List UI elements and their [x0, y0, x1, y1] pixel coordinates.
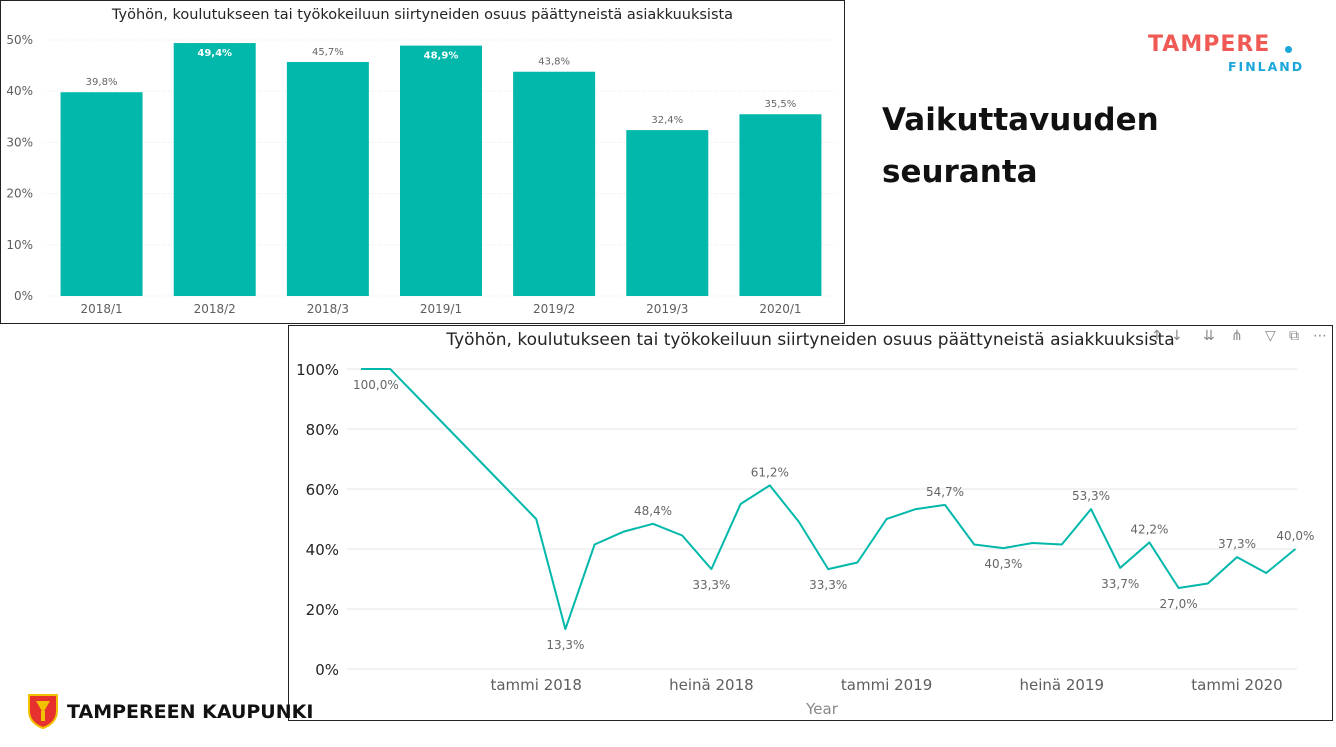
line-x-tick-label: heinä 2019: [1020, 676, 1105, 694]
line-data-label: 37,3%: [1218, 537, 1256, 551]
line-data-label: 33,3%: [809, 578, 847, 592]
logo-dot-icon: [1285, 46, 1292, 53]
bar-x-tick-label: 2019/3: [646, 302, 688, 316]
line-x-axis-title: Year: [805, 700, 839, 718]
bar-chart-title: Työhön, koulutukseen tai työkokeiluun si…: [111, 7, 734, 23]
line-series: [361, 368, 1297, 631]
bar-data-label: 45,7%: [312, 47, 344, 58]
line-data-label: 33,7%: [1101, 577, 1139, 591]
line-data-label: 42,2%: [1130, 522, 1168, 536]
bar-x-tick-label: 2018/1: [80, 302, 122, 316]
bar-x-tick-label: 2020/1: [759, 302, 801, 316]
bar: [739, 114, 822, 297]
heading-line-2: seuranta: [882, 154, 1038, 190]
bar-y-tick-label: 50%: [6, 33, 33, 47]
bar-data-label: 48,9%: [424, 51, 459, 62]
line-chart-title: Työhön, koulutukseen tai työkokeiluun si…: [446, 330, 1175, 350]
bar-y-tick-label: 0%: [14, 289, 33, 303]
more-options-icon[interactable]: ⋯: [1313, 328, 1327, 344]
line-y-tick-label: 20%: [306, 601, 339, 619]
bar-data-label: 39,8%: [86, 77, 118, 88]
sort-up-icon[interactable]: ↑: [1151, 328, 1163, 344]
line-y-tick-label: 0%: [315, 661, 339, 679]
line-x-tick-label: tammi 2018: [490, 676, 581, 694]
logo-left-text: TAMPEREEN KAUPUNKI: [67, 701, 314, 723]
line-chart-panel[interactable]: Työhön, koulutukseen tai työkokeiluun si…: [288, 325, 1333, 721]
bar-data-label: 49,4%: [197, 48, 232, 59]
line-data-label: 40,0%: [1276, 529, 1314, 543]
bar-y-tick-label: 20%: [6, 187, 33, 201]
bar-x-tick-label: 2019/2: [533, 302, 575, 316]
line-data-label: 13,3%: [546, 638, 584, 652]
drill-down-icon[interactable]: ⋔: [1231, 328, 1243, 344]
crest-icon: [28, 694, 58, 729]
tampereen-kaupunki-logo: TAMPEREEN KAUPUNKI: [27, 693, 313, 733]
line-y-tick-label: 60%: [306, 481, 339, 499]
line-data-label: 100,0%: [353, 378, 399, 392]
bar: [60, 92, 143, 296]
line-y-tick-label: 80%: [306, 421, 339, 439]
line-data-label: 54,7%: [926, 485, 964, 499]
bar: [513, 71, 596, 296]
focus-mode-icon[interactable]: ⧉: [1289, 328, 1299, 344]
logo-word: TAMPERE: [1148, 32, 1271, 57]
logo-sub: FINLAND: [1228, 59, 1305, 74]
line-y-tick-label: 40%: [306, 541, 339, 559]
visual-toolbar: ↑ ↓ ⇊ ⋔ ▽ ⧉ ⋯: [1151, 328, 1327, 348]
expand-all-icon[interactable]: ⇊: [1203, 328, 1215, 344]
bar-x-tick-label: 2019/1: [420, 302, 462, 316]
bar: [626, 130, 709, 296]
line-data-label: 61,2%: [751, 465, 789, 479]
bar-y-tick-label: 10%: [6, 238, 33, 252]
bar: [400, 45, 482, 296]
bar-chart: 0% 10% 20% 30% 40% 50% 39,8% 2018/1 49,4% 2018/2 4…: [6, 33, 837, 316]
bar: [286, 62, 369, 297]
bar-y-tick-label: 40%: [6, 84, 33, 98]
line-x-tick-label: tammi 2019: [841, 676, 932, 694]
heading-line-1: Vaikuttavuuden: [882, 102, 1159, 138]
bar-x-tick-label: 2018/3: [307, 302, 349, 316]
bar-y-tick-label: 30%: [6, 135, 33, 149]
line-x-tick-label: tammi 2020: [1191, 676, 1282, 694]
filter-icon[interactable]: ▽: [1265, 328, 1276, 344]
line-data-label: 48,4%: [634, 504, 672, 518]
page-heading: Vaikuttavuuden seuranta: [882, 94, 1212, 198]
bar-data-label: 43,8%: [538, 57, 570, 68]
tampere-finland-logo: TAMPERE FINLAND: [1148, 32, 1308, 77]
bar: [173, 43, 256, 297]
line-chart: 0% 20% 40% 60% 80% 100% 100,0% 13,3% 48,4% 33,3% 6…: [296, 361, 1314, 718]
bar-chart-panel[interactable]: Työhön, koulutukseen tai työkokeiluun si…: [0, 0, 845, 324]
line-data-label: 40,3%: [984, 557, 1022, 571]
line-x-tick-label: heinä 2018: [669, 676, 754, 694]
bar-x-tick-label: 2018/2: [194, 302, 236, 316]
line-y-tick-label: 100%: [296, 361, 339, 379]
sort-down-icon[interactable]: ↓: [1171, 328, 1183, 344]
line-data-label: 53,3%: [1072, 489, 1110, 503]
bar-data-label: 35,5%: [765, 99, 797, 110]
line-data-label: 33,3%: [692, 578, 730, 592]
bar-data-label: 32,4%: [651, 115, 683, 126]
line-data-label: 27,0%: [1160, 597, 1198, 611]
